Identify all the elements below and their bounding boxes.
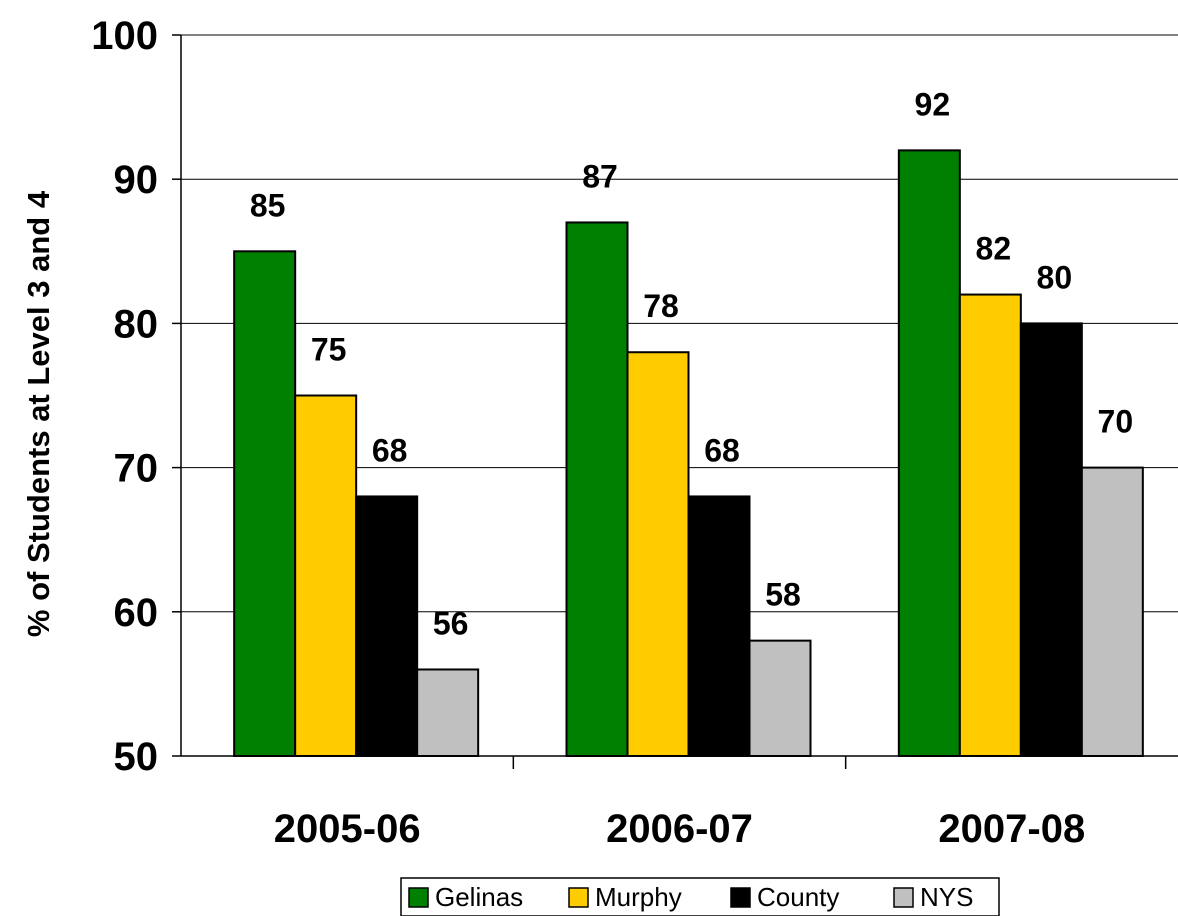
data-label: 92 (915, 86, 951, 122)
bar-murphy-2005-06 (294, 394, 358, 757)
y-tick-label: 100 (91, 14, 158, 58)
legend-label-gelinas: Gelinas (435, 882, 523, 912)
data-labels: 85 75 68 56 87 78 68 58 92 82 80 70 (250, 86, 1133, 641)
data-label: 68 (372, 432, 408, 468)
data-label: 82 (976, 231, 1012, 267)
bar-nys-2007-08 (1080, 466, 1144, 757)
axes (172, 34, 1178, 769)
legend-label-nys: NYS (920, 882, 973, 912)
bar-county-2005-06 (355, 495, 419, 757)
bar-gelinas-2005-06 (233, 250, 297, 758)
y-tick-label: 90 (114, 158, 159, 202)
data-label: 80 (1037, 259, 1073, 295)
y-tick-label: 70 (114, 447, 159, 491)
legend: Gelinas Murphy County NYS (400, 877, 1000, 916)
data-label: 87 (582, 158, 618, 194)
x-category-label: 2005-06 (274, 807, 421, 851)
data-label: 68 (704, 432, 740, 468)
data-label: 75 (311, 332, 347, 368)
x-category-label: 2006-07 (606, 807, 753, 851)
data-label: 85 (250, 187, 286, 223)
y-tick-label: 80 (114, 302, 159, 346)
bar-murphy-2007-08 (958, 293, 1022, 757)
x-category-label: 2007-08 (938, 807, 1085, 851)
data-label: 78 (643, 288, 679, 324)
data-label: 58 (765, 577, 801, 613)
bar-murphy-2006-07 (626, 351, 690, 757)
legend-swatch-county (730, 887, 751, 908)
legend-swatch-murphy (568, 887, 589, 908)
bar-series (233, 149, 1144, 758)
bar-gelinas-2007-08 (897, 149, 961, 758)
x-category-labels: 2005-06 2006-07 2007-08 (274, 807, 1085, 851)
y-tick-label: 50 (114, 735, 159, 779)
y-tick-labels: 50 60 70 80 90 100 (91, 14, 158, 779)
legend-label-murphy: Murphy (595, 882, 682, 912)
bar-county-2007-08 (1019, 322, 1083, 757)
bar-gelinas-2006-07 (565, 221, 629, 757)
legend-swatch-gelinas (408, 887, 429, 908)
bar-nys-2005-06 (416, 668, 480, 757)
bar-nys-2006-07 (748, 639, 812, 758)
data-label: 56 (433, 605, 469, 641)
data-label: 70 (1098, 404, 1134, 440)
legend-label-county: County (757, 882, 839, 912)
y-tick-label: 60 (114, 591, 159, 635)
bar-county-2006-07 (687, 495, 751, 757)
y-axis-label: % of Students at Level 3 and 4 (21, 190, 56, 637)
legend-swatch-nys (893, 887, 914, 908)
